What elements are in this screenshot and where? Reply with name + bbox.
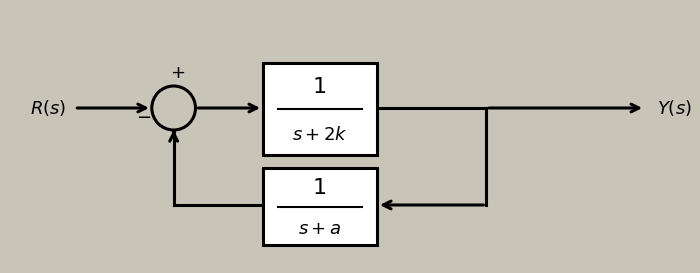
Text: +: +: [170, 64, 185, 82]
Text: $Y(s)$: $Y(s)$: [657, 98, 692, 118]
FancyBboxPatch shape: [263, 63, 377, 155]
Text: 1: 1: [313, 179, 327, 198]
FancyBboxPatch shape: [263, 168, 377, 245]
Text: −: −: [136, 109, 151, 127]
Text: $s + 2k$: $s + 2k$: [292, 126, 348, 144]
Text: $s + a$: $s + a$: [298, 219, 342, 238]
Text: $R(s)$: $R(s)$: [30, 98, 66, 118]
Text: 1: 1: [313, 77, 327, 97]
